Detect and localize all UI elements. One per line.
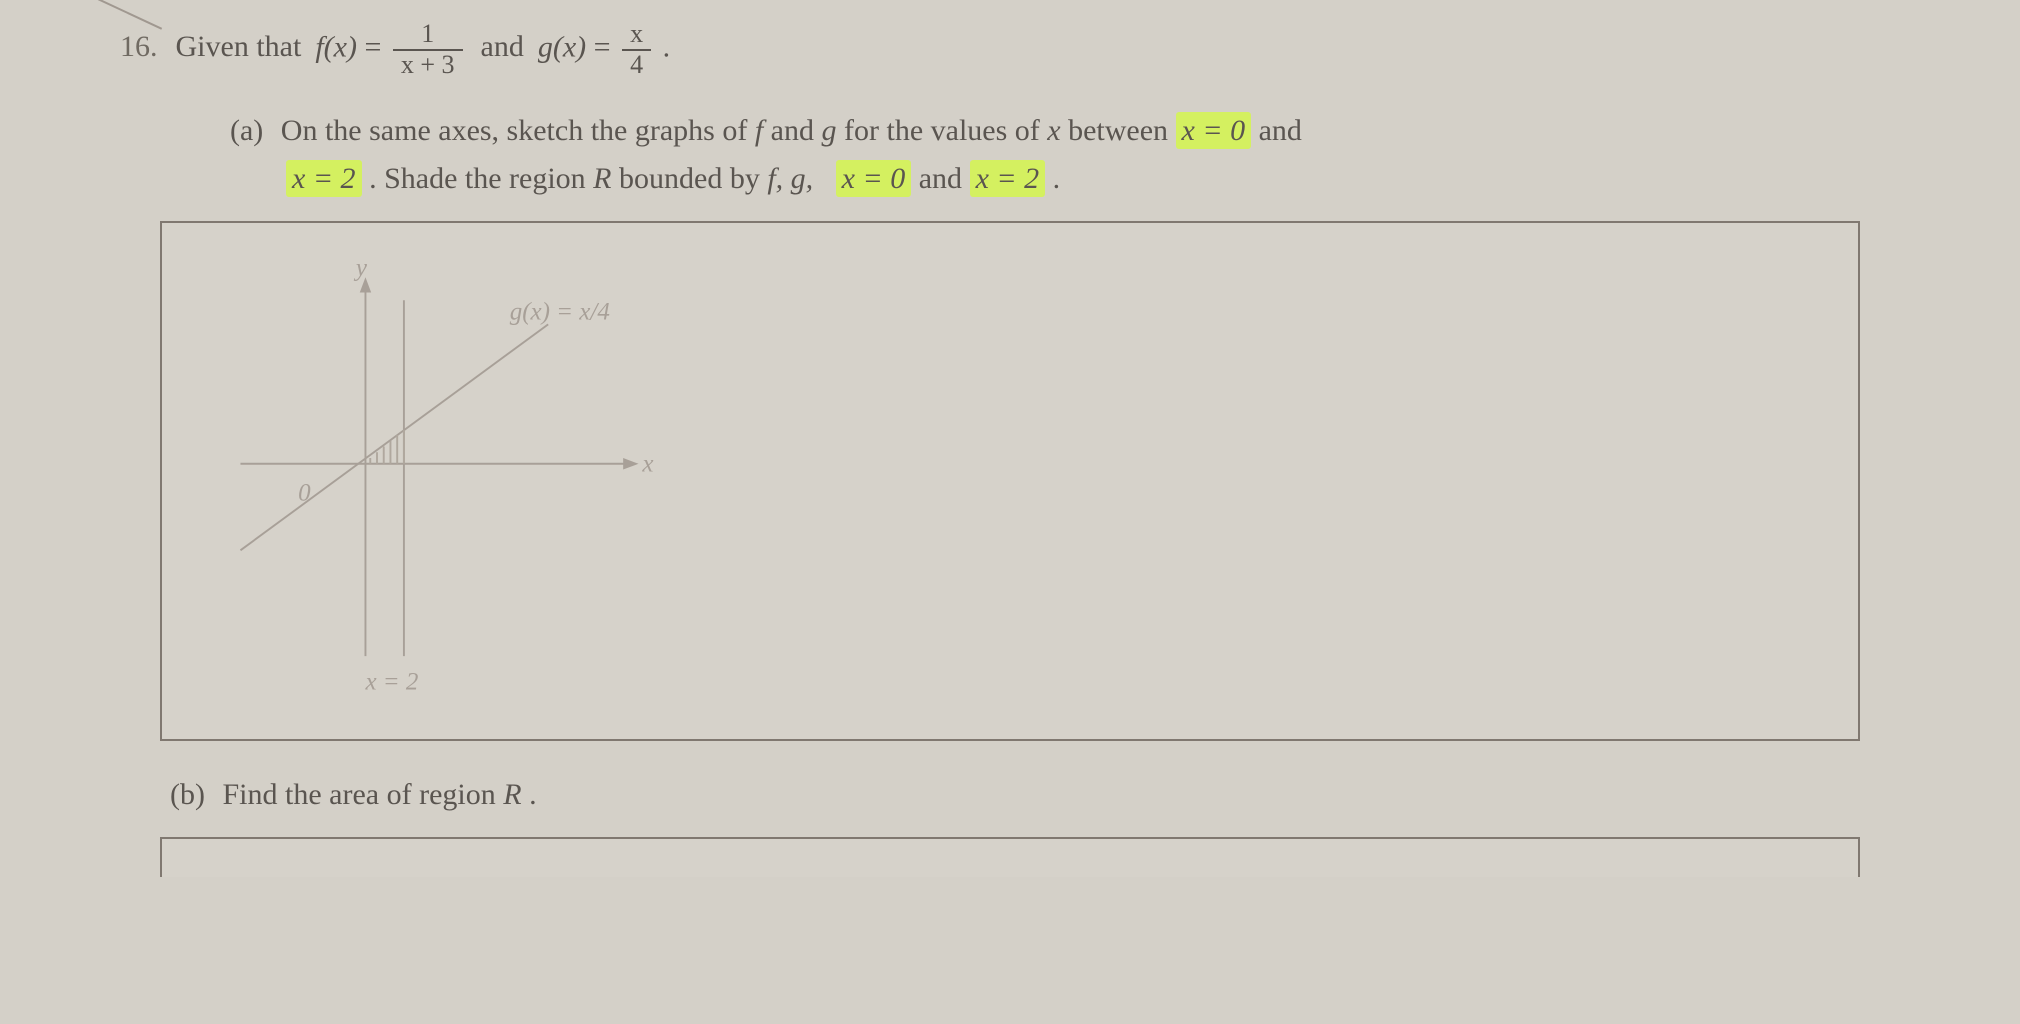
part-a-marker: (a) <box>230 107 263 155</box>
answer-box-b <box>160 837 1860 877</box>
g-period: . <box>663 30 671 63</box>
and-text: and <box>481 23 524 71</box>
part-a-text2: for the values of <box>844 114 1047 147</box>
answer-box-a: y x g(x) = x/4 x = 2 0 <box>160 221 1860 741</box>
part-b-marker: (b) <box>170 771 205 819</box>
given-text: Given that <box>176 23 302 71</box>
g-line <box>240 325 548 551</box>
part-b-text: Find the area of region <box>222 778 503 811</box>
part-b-period: . <box>529 778 537 811</box>
part-b-R: R <box>503 778 521 811</box>
g-numerator: x <box>622 20 651 51</box>
sketch-svg: y x g(x) = x/4 x = 2 0 <box>202 243 702 723</box>
problem-number: 16. <box>120 23 158 71</box>
part-a-and3: and <box>919 162 970 195</box>
g-label: g(x) = x/4 <box>510 299 610 326</box>
f-symbol: f <box>315 30 323 63</box>
f-numerator: 1 <box>393 20 463 51</box>
highlight-x2: x = 2 <box>286 160 362 197</box>
f-fraction: 1 x + 3 <box>393 20 463 79</box>
f-arg: (x) <box>324 30 357 63</box>
part-a-R: R <box>593 162 611 195</box>
part-a-and1: and <box>771 114 822 147</box>
part-a-between: between <box>1068 114 1175 147</box>
highlight-x2-b: x = 2 <box>970 160 1046 197</box>
part-a-fg: f, g, <box>767 162 813 195</box>
part-a-bounded: bounded by <box>619 162 767 195</box>
part-a-and2: and <box>1259 114 1302 147</box>
g-equals: = <box>594 30 611 63</box>
origin-label: 0 <box>298 479 311 506</box>
g-symbol: g <box>538 30 553 63</box>
g-arg: (x) <box>553 30 586 63</box>
x2-label: x = 2 <box>364 669 418 696</box>
part-b: (b) Find the area of region R . <box>60 771 1960 819</box>
part-a-g: g <box>822 114 837 147</box>
part-a: (a) On the same axes, sketch the graphs … <box>60 107 1960 203</box>
x-label: x <box>641 451 653 478</box>
part-a-shade: . Shade the region <box>369 162 593 195</box>
g-denominator: 4 <box>622 51 651 80</box>
problem-header: 16. Given that f(x) = 1 x + 3 and g(x) =… <box>60 20 1960 79</box>
part-a-x: x <box>1047 114 1060 147</box>
part-a-f: f <box>755 114 763 147</box>
highlight-x0: x = 0 <box>1176 112 1252 149</box>
g-fraction: x 4 <box>622 20 651 79</box>
f-denominator: x + 3 <box>393 51 463 80</box>
part-a-text1: On the same axes, sketch the graphs of <box>281 114 755 147</box>
highlight-x0-b: x = 0 <box>836 160 912 197</box>
f-equals: = <box>364 30 381 63</box>
part-a-period: . <box>1053 162 1061 195</box>
y-label: y <box>353 254 368 281</box>
